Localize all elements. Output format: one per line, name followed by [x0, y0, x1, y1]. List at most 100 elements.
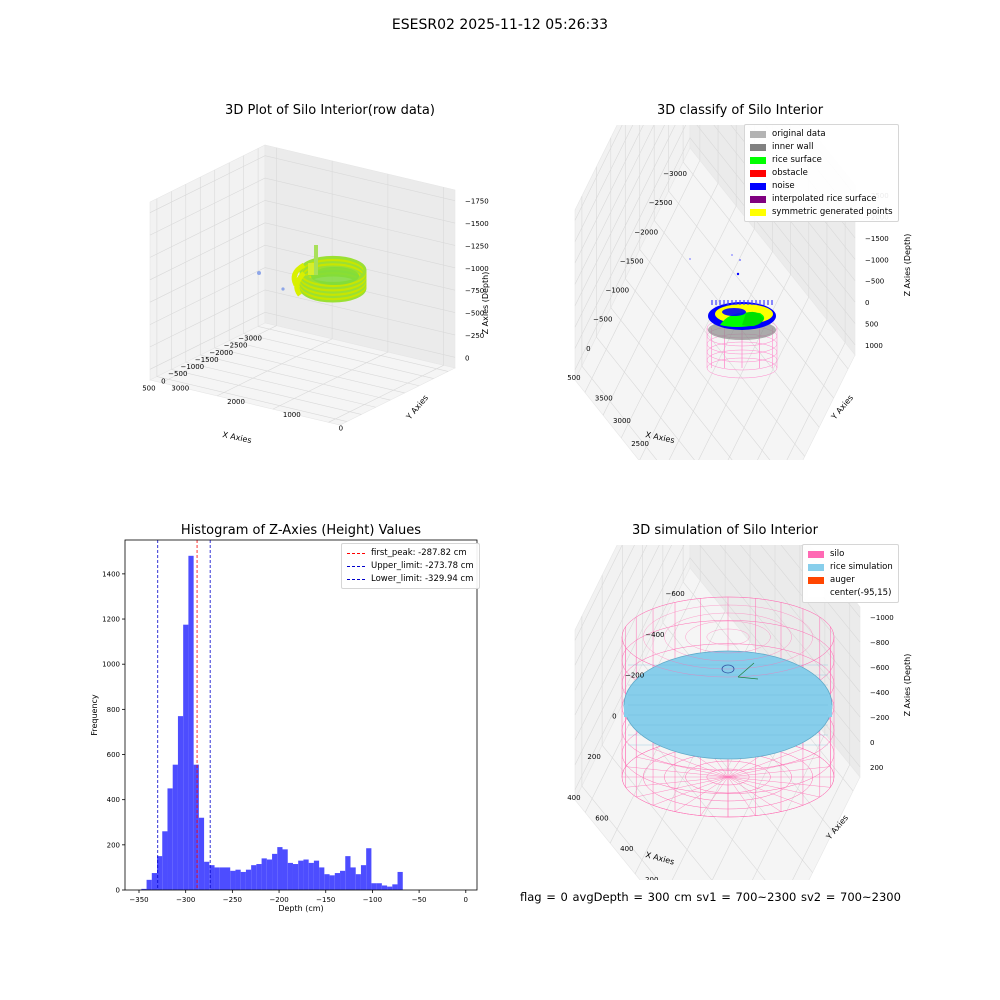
raw-grid-x [243, 333, 434, 379]
histogram-ytick-label: 400 [107, 796, 120, 804]
raw-grid-y [272, 351, 388, 410]
raw-noise-point [281, 287, 285, 291]
raw-grid-x [229, 340, 420, 387]
raw-grid-y [161, 325, 277, 383]
legend-label: Lower_limit: -329.94 cm [371, 574, 474, 584]
raw-ztick: −1000 [465, 265, 489, 273]
histogram-bar [376, 883, 382, 890]
simulation-plot-title: 3D simulation of Silo Interior [632, 523, 818, 538]
legend-swatch [750, 157, 766, 164]
cls-grid-y [602, 183, 719, 416]
raw-xtick: 500 [142, 385, 155, 393]
sim-silo-bottom-spoke [727, 776, 831, 788]
sim-silo-bottom-spoke [727, 756, 820, 778]
status-line: flag = 0 avgDepth = 300 cm sv1 = 700~230… [520, 890, 901, 904]
histogram-bar [225, 867, 231, 890]
sim-ztick: −200 [870, 714, 889, 722]
histogram-bar [313, 860, 320, 890]
histogram-bar [177, 716, 184, 890]
cls-grid-y [584, 160, 701, 393]
cls-xtick: −1500 [620, 257, 644, 265]
histogram-xlabel: Depth (cm) [278, 904, 323, 913]
simulation-legend-item: center(-95,15) [808, 587, 893, 600]
sim-ytick: 400 [620, 845, 633, 853]
legend-swatch [808, 590, 824, 597]
histogram-bar [287, 862, 293, 890]
legend-label: center(-95,15) [830, 588, 892, 598]
classify-zlabel: Z Axies (Depth) [903, 234, 912, 297]
histogram-bar [292, 864, 299, 890]
sim-silo-top-ring [685, 620, 771, 654]
raw-grid-y [328, 365, 444, 423]
sim-grid-y [752, 733, 826, 880]
histogram-bar [219, 867, 225, 890]
cls-grid-x [581, 365, 658, 460]
simulation-zlabel: Z Axies (Depth) [903, 654, 912, 717]
sim-ztick: 200 [870, 764, 883, 772]
sim-silo-bottom-spoke [636, 776, 729, 798]
cls-grid-y [620, 205, 737, 439]
histogram-bar [282, 849, 288, 890]
classify-plot-title: 3D classify of Silo Interior [656, 103, 824, 118]
histogram-xtick-label: −50 [412, 896, 427, 904]
legend-label: auger [830, 575, 855, 585]
cls-xtick: −500 [593, 316, 612, 324]
cls-grid-y [786, 342, 846, 460]
histogram-bar [345, 856, 351, 890]
cls-ztick: 0 [865, 299, 869, 307]
histogram-xtick-label: 0 [464, 896, 468, 904]
legend-swatch [750, 131, 766, 138]
histogram-bar [360, 865, 367, 890]
histogram-plot[interactable]: −350 −300 −250 −200 −150 −100 −50 0 0 200 400 600 8… [80, 535, 500, 920]
sim-silo-top-ring [621, 596, 835, 678]
histogram-bar [157, 856, 163, 890]
raw-ztick: −1250 [465, 242, 489, 250]
classify-legend-item: noise [750, 180, 893, 193]
cls-grid-y [727, 296, 810, 460]
sim-auger [721, 664, 735, 674]
histogram-bar [340, 870, 346, 890]
simulation-silo [621, 596, 835, 818]
legend-label: Upper_limit: -273.78 cm [371, 561, 474, 571]
histogram-ytick-label: 1000 [102, 661, 120, 669]
histogram-bar [245, 869, 252, 890]
sim-xtick: −200 [625, 672, 644, 680]
simulation-legend-item: rice simulation [808, 561, 893, 574]
raw-points [257, 245, 367, 303]
simulation-3d-plot[interactable]: −600 −400 −200 0 200 400 600 400 200 0 −200 −400 −60… [500, 545, 1000, 880]
raw-grid-z [149, 200, 456, 258]
cls-ztick: −1000 [865, 256, 889, 264]
sim-silo-bottom-spoke [727, 776, 782, 812]
raw-ztick: 0 [465, 354, 469, 362]
legend-label: silo [830, 549, 845, 559]
legend-swatch [808, 551, 824, 558]
histogram-bar [167, 788, 173, 890]
sim-silo-top-ring [706, 628, 750, 646]
cls-grid-z [574, 125, 856, 328]
classify-points [689, 254, 778, 379]
legend-swatch [750, 144, 766, 151]
sim-silo-bottom-spoke [727, 766, 831, 778]
sim-center-axis [737, 676, 759, 680]
simulation-legend-item: auger [808, 574, 893, 587]
histogram-bar [172, 764, 178, 890]
cls-grid-y [639, 228, 755, 460]
cls-noise-point [731, 254, 733, 256]
sim-ztick: −400 [870, 689, 889, 697]
legend-swatch [808, 577, 824, 584]
raw-obstacle-column [308, 263, 314, 275]
raw-grid-z [149, 177, 456, 236]
raw-ytick: 1000 [283, 411, 301, 419]
sim-silo-top-ring [664, 612, 792, 662]
raw-obstacle-column [314, 245, 318, 275]
histogram-bar [355, 874, 361, 890]
cls-grid-z [574, 137, 856, 370]
raw-ztick: −1750 [465, 198, 489, 206]
histogram-bars [141, 555, 403, 890]
cls-ytick: 2500 [631, 440, 649, 448]
histogram-bar [277, 847, 283, 890]
legend-line [347, 553, 365, 554]
legend-line [347, 579, 365, 580]
histogram-yticks: 0 200 400 600 800 1000 1200 1400 [102, 570, 125, 895]
